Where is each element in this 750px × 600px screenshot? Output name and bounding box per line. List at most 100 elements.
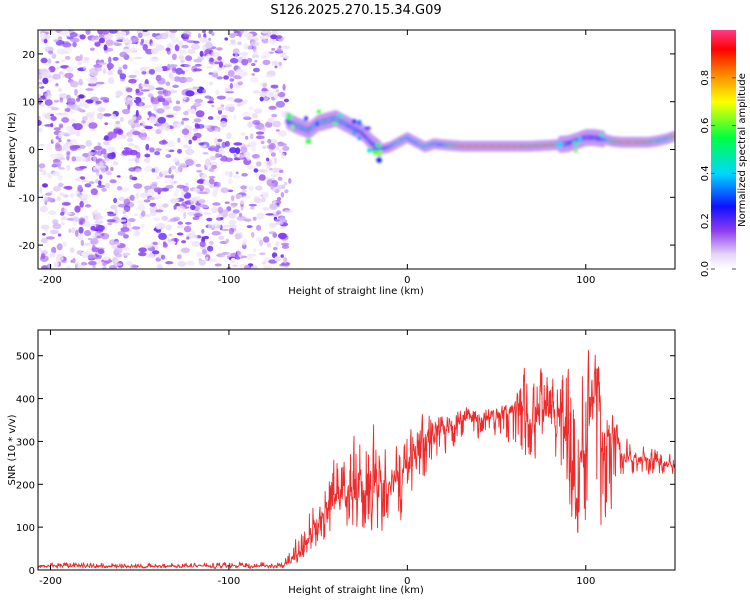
noise-speck xyxy=(156,108,165,114)
noise-speck xyxy=(252,49,259,57)
noise-speck xyxy=(67,130,76,135)
noise-speck xyxy=(79,34,86,40)
noise-speck xyxy=(220,187,229,194)
noise-speck xyxy=(128,143,135,147)
noise-speck xyxy=(277,232,288,240)
noise-speck xyxy=(225,106,231,112)
noise-speck xyxy=(121,187,130,192)
noise-speck xyxy=(241,173,248,177)
noise-speck xyxy=(250,231,255,238)
noise-speck xyxy=(149,202,156,207)
noise-speck xyxy=(264,265,273,269)
noise-speck xyxy=(262,145,267,150)
noise-speck xyxy=(172,157,179,163)
noise-speck xyxy=(38,248,43,252)
y-tick-label: 0 xyxy=(29,146,35,157)
noise-speck xyxy=(182,100,186,104)
noise-speck xyxy=(46,33,50,41)
noise-speck xyxy=(281,45,291,49)
noise-speck xyxy=(121,247,130,251)
noise-speck xyxy=(44,45,49,52)
noise-speck xyxy=(66,151,71,156)
noise-speck xyxy=(77,233,84,241)
noise-speck xyxy=(187,49,196,54)
noise-speck xyxy=(214,61,220,65)
noise-speck xyxy=(236,154,245,159)
noise-speck xyxy=(88,261,97,266)
noise-speck xyxy=(182,30,192,36)
noise-speck xyxy=(61,117,70,123)
noise-speck xyxy=(175,100,181,105)
noise-speck xyxy=(45,100,49,104)
noise-speck xyxy=(228,42,237,46)
noise-speck xyxy=(95,100,102,105)
noise-speck xyxy=(228,227,234,235)
noise-speck xyxy=(183,225,192,233)
noise-speck xyxy=(152,250,160,255)
noise-speck xyxy=(54,144,63,152)
noise-speck xyxy=(102,262,107,267)
noise-speck xyxy=(49,153,59,159)
noise-speck xyxy=(123,96,133,103)
noise-speck xyxy=(85,30,91,35)
noise-speck xyxy=(185,55,193,62)
noise-speck xyxy=(143,66,151,71)
noise-speck xyxy=(125,87,133,93)
noise-speck xyxy=(78,101,88,107)
noise-speck xyxy=(168,167,172,175)
noise-speck xyxy=(69,81,74,85)
noise-speck xyxy=(97,62,107,65)
noise-speck xyxy=(172,53,177,60)
noise-speck xyxy=(40,224,50,230)
noise-speck xyxy=(220,120,227,128)
noise-speck xyxy=(134,156,140,164)
colorbar: 0.0 0.2 0.4 0.6 0.8 Normalized spectral ampl… xyxy=(700,30,748,277)
noise-speck xyxy=(42,233,46,236)
noise-speck xyxy=(56,243,63,251)
noise-speck xyxy=(280,152,285,159)
noise-speck xyxy=(135,109,139,117)
noise-speck xyxy=(144,153,151,158)
noise-speck xyxy=(165,47,171,52)
noise-speck xyxy=(241,111,251,119)
noise-speck xyxy=(65,125,75,131)
noise-speck xyxy=(104,135,109,141)
colorbar-ticks: 0.0 0.2 0.4 0.6 0.8 xyxy=(700,70,736,277)
noise-speck xyxy=(272,223,279,226)
ridge-blob xyxy=(305,138,312,144)
noise-speck xyxy=(233,142,243,146)
noise-speck xyxy=(259,90,267,98)
ridge-blob xyxy=(367,147,372,153)
noise-speck xyxy=(260,191,269,195)
noise-speck xyxy=(239,30,244,35)
noise-speck xyxy=(217,65,225,71)
noise-speck xyxy=(73,123,83,131)
snr-ticks: -200 -100 0 100 0 100 200 300 400 500 xyxy=(16,330,675,587)
noise-speck xyxy=(40,57,48,64)
noise-speck xyxy=(85,99,94,104)
noise-speck xyxy=(282,83,286,91)
noise-speck xyxy=(45,192,52,196)
noise-speck xyxy=(251,62,256,67)
noise-speck xyxy=(44,92,52,99)
noise-speck xyxy=(273,157,278,165)
colorbar-gradient xyxy=(711,30,736,269)
noise-speck xyxy=(259,36,269,40)
noise-speck xyxy=(262,207,270,211)
noise-speck xyxy=(254,38,259,41)
noise-speck xyxy=(164,175,173,179)
ridge-blob xyxy=(287,112,291,116)
noise-speck xyxy=(211,206,218,214)
spectrogram-ylabel: Frequency (Hz) xyxy=(7,112,18,188)
noise-speck xyxy=(167,239,172,243)
noise-speck xyxy=(199,191,208,195)
noise-speck xyxy=(138,247,147,253)
noise-speck xyxy=(121,149,131,156)
noise-speck xyxy=(173,204,177,210)
noise-speck xyxy=(122,108,131,115)
noise-speck xyxy=(183,211,187,219)
noise-speck xyxy=(257,169,265,173)
noise-speck xyxy=(168,72,174,79)
noise-speck xyxy=(149,147,155,153)
noise-speck xyxy=(234,53,238,60)
